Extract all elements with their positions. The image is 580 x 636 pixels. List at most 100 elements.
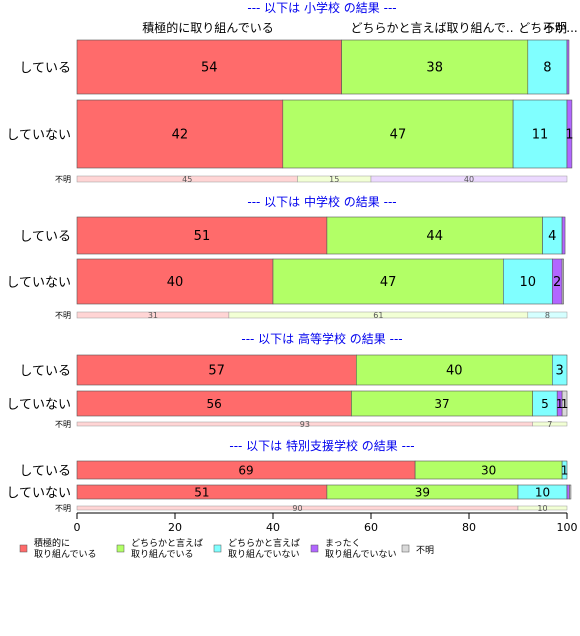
bar-segment [76,390,352,417]
data-label: 1 [561,397,569,411]
header-label: どちらか... [518,21,577,35]
header-label: どちらかと言えば取り組んで.. [350,21,513,35]
data-label: 10 [535,485,550,499]
legend-swatch [310,544,319,553]
unknown-category-label: 不明 [55,175,71,184]
data-label: 1 [556,397,564,411]
legend-label-line: どちらかと言えば [228,537,300,549]
bar-segment [326,216,543,255]
data-label: 8 [543,61,551,76]
x-axis-tick-label: 40 [266,521,280,534]
unknown-segment [532,421,568,427]
legend-label: どちらかと言えば取り組んでいる [131,537,203,560]
header-label: 不明 [543,21,567,35]
data-label: 39 [415,485,430,499]
data-label: 4 [548,229,556,244]
data-label: 47 [390,128,407,143]
legend-label: どちらかと言えば取り組んでいない [228,537,300,560]
data-label: 3 [556,364,564,379]
bar-segment [76,258,274,305]
bar-segment [76,354,357,386]
legend-label: 不明 [416,545,434,556]
legend-label-line: 不明 [416,545,434,556]
legend-label: まったく取り組んでいない [325,538,397,560]
legend-swatch [19,544,28,553]
category-label: している [19,464,71,479]
unknown-data-label: 10 [537,504,547,513]
unknown-category-label: 不明 [55,311,71,320]
x-axis-tick-label: 0 [74,521,81,534]
unknown-data-label: 90 [292,504,302,513]
bar-segment [566,484,570,500]
bar-segment [351,390,533,417]
bar-segment [569,484,572,500]
data-label: 38 [426,61,443,76]
legend-label-line: 取り組んでいない [228,548,300,560]
unknown-data-label: 40 [464,175,474,184]
unknown-category-label: 不明 [55,420,71,429]
unknown-data-label: 31 [148,311,158,320]
bar-segment [532,390,558,417]
bar-segment [76,99,284,169]
bar-segment [341,39,529,95]
x-axis-tick-label: 20 [168,521,182,534]
bar-segment [512,99,568,169]
category-label: している [19,61,71,76]
category-label: していない [6,398,71,413]
unknown-segment [527,311,568,319]
x-axis-tick-label: 80 [462,521,476,534]
unknown-segment [370,175,568,183]
category-label: している [19,230,71,245]
data-label: 42 [172,128,189,143]
unknown-data-label: 45 [182,175,192,184]
unknown-category-label: 不明 [55,504,71,513]
data-label: 51 [194,229,211,244]
unknown-data-label: 7 [547,420,552,429]
data-label: 5 [541,397,549,411]
data-label: 11 [532,128,549,143]
data-label: 51 [194,485,209,499]
bar-segment [551,354,568,386]
bar-segment [566,99,573,169]
data-label: 10 [520,275,537,290]
legend-swatch [116,544,125,553]
legend-swatch [213,544,222,553]
unknown-data-label: 15 [329,175,339,184]
legend-label-line: 積極的に [34,537,70,549]
unknown-data-label: 93 [300,420,310,429]
unknown-data-label: 61 [373,311,383,320]
data-label: 1 [565,128,573,143]
data-label: 57 [208,364,225,379]
data-label: 56 [207,397,222,411]
bar-segment [561,216,566,255]
data-label: 37 [434,397,449,411]
unknown-segment [517,505,568,511]
panel-title: --- 以下は 中学校 の結果 --- [247,194,396,209]
data-label: 47 [380,275,397,290]
category-label: していない [6,276,71,291]
bar-segment [282,99,514,169]
bar-segment [502,258,553,305]
unknown-data-label: 8 [545,311,550,320]
legend-label-line: まったく [325,538,361,549]
bar-segment [355,354,553,386]
x-axis-tick-label: 60 [364,521,378,534]
bar-segment [566,39,570,95]
panel-title: --- 以下は 小学校 の結果 --- [247,0,396,15]
data-label: 69 [238,463,253,477]
data-label: 40 [167,275,184,290]
legend-swatch [401,544,410,553]
category-label: していない [6,128,71,143]
data-label: 30 [481,463,496,477]
bar-segment [561,258,564,305]
data-label: 40 [446,364,463,379]
bar-segment [561,460,568,480]
data-label: 1 [561,463,569,477]
panel-title: --- 以下は 特別支援学校 の結果 --- [229,438,414,453]
header-label: 積極的に取り組んでいる [142,20,273,35]
category-label: している [19,364,71,379]
x-axis-tick-label: 100 [557,521,578,534]
panel-title: --- 以下は 高等学校 の結果 --- [241,331,402,346]
bar-segment [561,390,568,417]
